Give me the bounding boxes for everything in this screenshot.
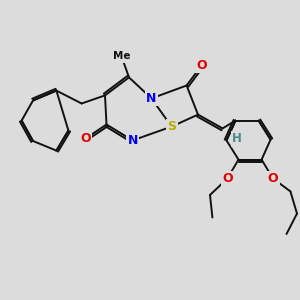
Text: O: O xyxy=(196,59,207,72)
Text: O: O xyxy=(222,172,233,185)
Text: Me: Me xyxy=(113,51,130,62)
Text: S: S xyxy=(167,120,176,133)
Text: O: O xyxy=(80,132,91,145)
Text: N: N xyxy=(128,134,138,147)
Text: H: H xyxy=(232,132,242,145)
Text: N: N xyxy=(146,92,157,105)
Text: O: O xyxy=(268,172,278,185)
